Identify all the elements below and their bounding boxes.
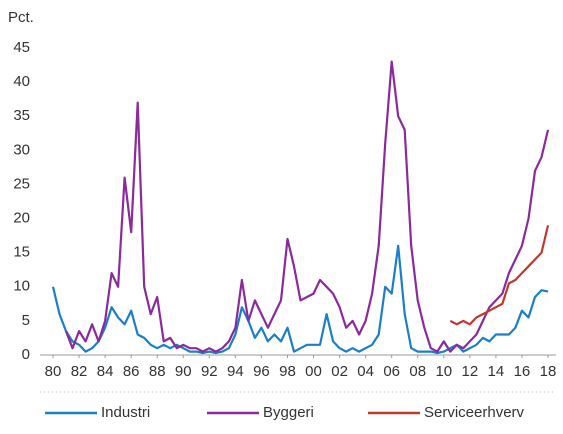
- x-tick-label: 06: [383, 363, 400, 380]
- y-tick-label: 45: [13, 39, 30, 56]
- y-tick-label: 20: [13, 210, 30, 227]
- y-tick-label: 0: [22, 346, 30, 363]
- y-tick-label: 5: [22, 312, 30, 329]
- x-tick-label: 12: [461, 363, 478, 380]
- x-tick-label: 84: [97, 363, 114, 380]
- x-tick-label: 92: [201, 363, 218, 380]
- legend-label: Byggeri: [263, 404, 314, 421]
- x-tick-label: 80: [45, 363, 62, 380]
- x-tick-label: 94: [227, 363, 244, 380]
- x-tick-label: 04: [357, 363, 374, 380]
- x-tick-label: 08: [409, 363, 426, 380]
- series-line: [64, 60, 550, 353]
- y-tick-label: 10: [13, 278, 30, 295]
- x-tick-label: 88: [149, 363, 166, 380]
- x-tick-label: 00: [305, 363, 322, 380]
- x-tick-label: 96: [253, 363, 270, 380]
- legend-label: Industri: [101, 404, 150, 421]
- y-tick-label: 35: [13, 107, 30, 124]
- y-tick-label: 15: [13, 244, 30, 261]
- y-axis-label: Pct.: [8, 9, 34, 26]
- y-tick-label: 25: [13, 175, 30, 192]
- x-tick-label: 10: [435, 363, 452, 380]
- series-line: [449, 225, 550, 326]
- series-line: [51, 244, 549, 355]
- legend-label: Serviceerhverv: [424, 404, 525, 421]
- x-tick-label: 14: [488, 363, 505, 380]
- y-tick-label: 30: [13, 141, 30, 158]
- x-tick-label: 86: [123, 363, 140, 380]
- x-tick-label: 82: [71, 363, 88, 380]
- x-tick-label: 90: [175, 363, 192, 380]
- x-tick-label: 02: [331, 363, 348, 380]
- y-tick-label: 40: [13, 73, 30, 90]
- x-tick-label: 16: [514, 363, 531, 380]
- x-tick-label: 98: [279, 363, 296, 380]
- x-tick-label: 18: [540, 363, 557, 380]
